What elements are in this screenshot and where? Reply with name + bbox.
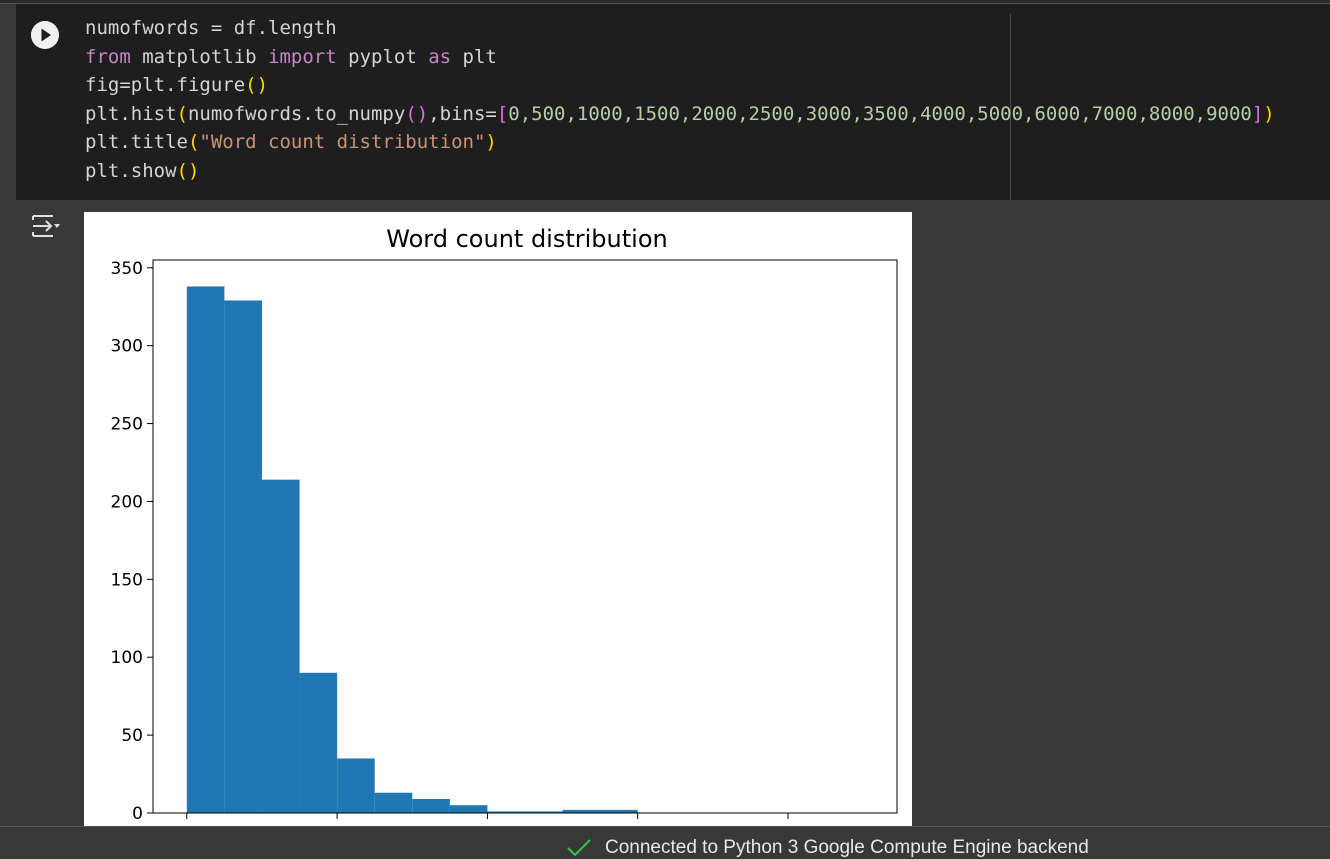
y-tick-label: 250: [111, 415, 143, 435]
code-token: ): [485, 131, 497, 154]
code-token: (: [187, 131, 200, 154]
code-token: fig=plt.figure: [85, 74, 246, 97]
x-tick-label: 0: [181, 824, 192, 826]
code-token: 0,500,1000,1500,2000,2500,3000,3500,4000…: [508, 102, 1252, 125]
bar: [449, 805, 488, 813]
code-line: plt.hist(numofwords.to_numpy(),bins=[0,5…: [85, 100, 1275, 129]
code-line: plt.title("Word count distribution"): [85, 128, 1275, 157]
code-cell[interactable]: numofwords = df.length from matplotlib im…: [16, 4, 1330, 200]
chart-title: Word count distribution: [386, 225, 667, 253]
code-line: plt.show(): [85, 157, 1275, 186]
code-token: from: [85, 45, 131, 68]
code-token: (): [176, 159, 200, 182]
y-tick-label: 300: [111, 337, 143, 357]
bar: [261, 479, 300, 813]
code-token: (): [245, 74, 269, 97]
bar: [186, 286, 225, 813]
y-tick-label: 0: [132, 804, 143, 824]
code-token: (): [405, 102, 429, 125]
bar: [337, 758, 375, 813]
run-icon: [41, 28, 51, 42]
code-token: ,bins=: [428, 102, 497, 125]
code: numofwords = df.length from matplotlib im…: [85, 14, 1275, 186]
code-line: from matplotlib import pyplot as plt: [85, 43, 1275, 72]
chart: Word count distribution 0 50 100 150 200 250 3…: [111, 225, 898, 826]
code-token: plt.show: [85, 159, 177, 182]
x-tick-label: 4000: [466, 824, 509, 826]
status-bar: Connected to Python 3 Google Compute Eng…: [0, 826, 1330, 858]
code-token: numofwords = df.length: [85, 17, 337, 39]
code-token: matplotlib: [130, 45, 269, 68]
code-token: ): [1263, 102, 1275, 125]
code-token: import: [268, 45, 337, 68]
output-toggle[interactable]: [31, 212, 61, 240]
bar: [487, 811, 563, 813]
code-line: fig=plt.figure(): [85, 71, 1275, 100]
code-token: "Word count distribution": [199, 131, 486, 154]
bar: [299, 672, 338, 813]
bar: [224, 300, 262, 813]
code-token: as: [428, 45, 452, 68]
bar: [412, 798, 450, 813]
y-tick-label: 350: [111, 259, 143, 279]
axes-frame: [152, 259, 898, 814]
bar: [374, 792, 413, 813]
code-token: pyplot: [336, 45, 429, 68]
x-tick-label: 8000: [766, 824, 809, 826]
code-token: (: [176, 102, 188, 125]
ruler: [1010, 14, 1011, 200]
y-tick-label: 100: [111, 648, 143, 668]
y-tick-label: 200: [111, 492, 143, 512]
code-token: ]: [1251, 102, 1264, 125]
code-token: plt: [451, 45, 497, 68]
run-button[interactable]: [31, 21, 59, 49]
y-tick-label: 50: [121, 726, 143, 746]
check-icon: [567, 839, 591, 857]
code-token: plt.hist: [85, 102, 177, 125]
status-text: Connected to Python 3 Google Compute Eng…: [605, 837, 1089, 858]
x-tick-label: 2000: [315, 824, 358, 826]
y-tick-label: 150: [111, 570, 143, 590]
code-token: numofwords.to_numpy: [187, 102, 406, 125]
code-line: numofwords = df.length: [85, 14, 1275, 43]
bar: [562, 809, 638, 813]
x-tick-label: 6000: [616, 824, 659, 826]
top-bar: [0, 0, 1330, 4]
code-token: plt.title: [85, 131, 188, 154]
figure: Word count distribution 0 50 100 150 200 250 3…: [84, 212, 912, 826]
code-token: [: [496, 102, 509, 125]
